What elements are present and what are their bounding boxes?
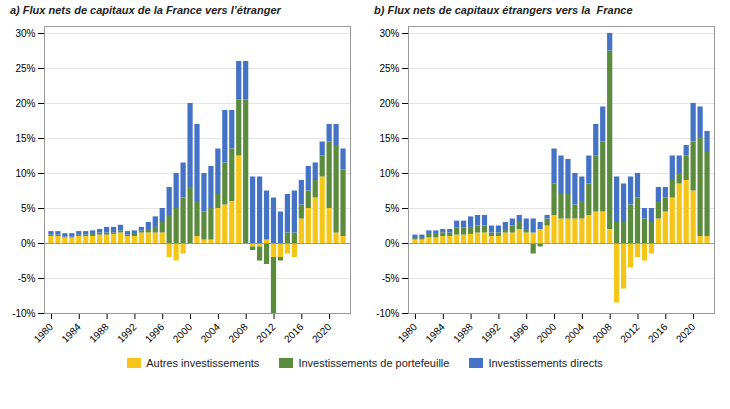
svg-text:15%: 15%	[15, 133, 35, 144]
svg-text:1992: 1992	[115, 321, 139, 345]
html-text:a) Flux nets de capitaux de la: a) Flux nets de capitaux de la France ve…	[10, 4, 281, 16]
svg-text:0%: 0%	[385, 238, 400, 249]
svg-text:-10%: -10%	[376, 308, 399, 319]
svg-text:10%: 10%	[15, 168, 35, 179]
svg-text:30%: 30%	[379, 28, 399, 39]
svg-text:25%: 25%	[379, 63, 399, 74]
svg-text:1992: 1992	[479, 321, 503, 345]
svg-text:-10%: -10%	[12, 308, 35, 319]
svg-text:2000: 2000	[171, 321, 195, 345]
svg-text:2016: 2016	[282, 321, 306, 345]
svg-text:2004: 2004	[563, 321, 587, 345]
html-text:b) Flux nets de capitaux étran: b) Flux nets de capitaux étrangers vers …	[374, 4, 633, 16]
svg-text:2016: 2016	[646, 321, 670, 345]
svg-text:5%: 5%	[21, 203, 36, 214]
svg-text:2012: 2012	[254, 321, 278, 345]
svg-text:2004: 2004	[199, 321, 223, 345]
svg-text:15%: 15%	[379, 133, 399, 144]
svg-text:2008: 2008	[226, 321, 250, 345]
html-text:Investissements directs: Investissements directs	[488, 357, 603, 369]
svg-text:1988: 1988	[451, 321, 475, 345]
svg-text:2008: 2008	[590, 321, 614, 345]
svg-text:1984: 1984	[423, 321, 447, 345]
svg-text:2012: 2012	[618, 321, 642, 345]
svg-text:2020: 2020	[674, 321, 698, 345]
html-text:Autres investissements: Autres investissements	[146, 357, 260, 369]
svg-text:-5%: -5%	[18, 273, 36, 284]
svg-text:30%: 30%	[15, 28, 35, 39]
html-text:Investissements de portefeuill: Investissements de portefeuille	[298, 357, 450, 369]
svg-text:1984: 1984	[59, 321, 83, 345]
svg-text:1980: 1980	[32, 321, 56, 345]
svg-text:1996: 1996	[143, 321, 167, 345]
svg-text:20%: 20%	[15, 98, 35, 109]
svg-text:0%: 0%	[21, 238, 36, 249]
svg-text:5%: 5%	[385, 203, 400, 214]
svg-text:1980: 1980	[396, 321, 420, 345]
svg-text:20%: 20%	[379, 98, 399, 109]
svg-text:25%: 25%	[15, 63, 35, 74]
svg-text:1996: 1996	[507, 321, 531, 345]
svg-text:10%: 10%	[379, 168, 399, 179]
svg-text:1988: 1988	[87, 321, 111, 345]
svg-text:2020: 2020	[310, 321, 334, 345]
svg-text:2000: 2000	[535, 321, 559, 345]
svg-text:-5%: -5%	[382, 273, 400, 284]
